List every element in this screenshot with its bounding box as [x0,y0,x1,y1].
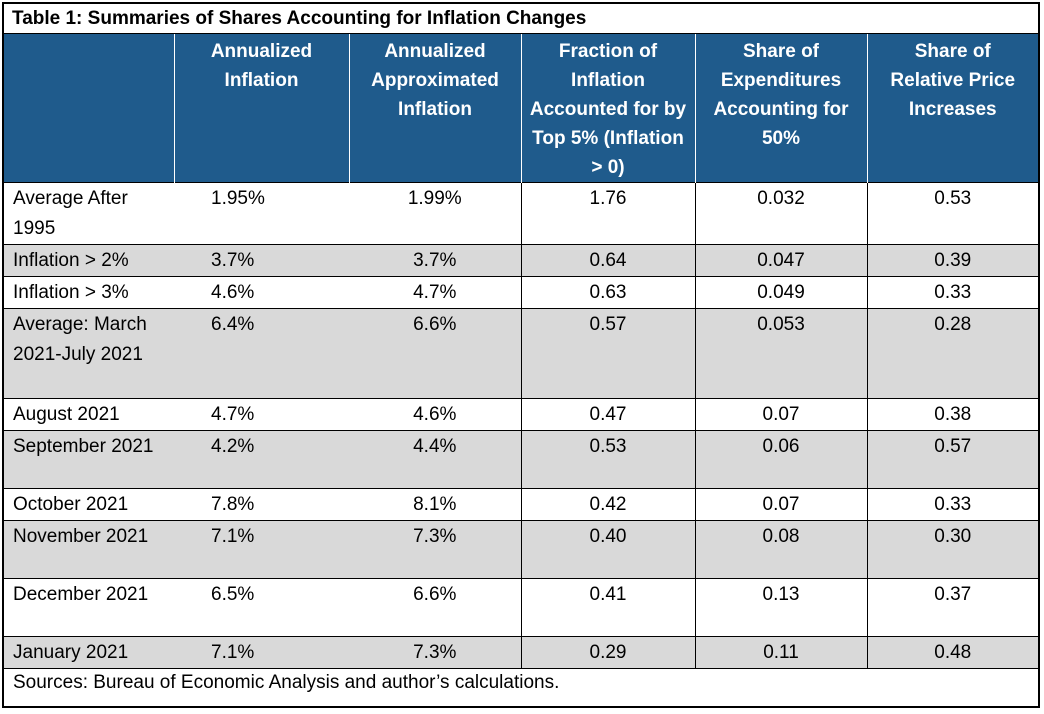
table-cell: 0.30 [866,520,1038,579]
table-cell: 1.95% [174,182,349,245]
table-row: Average After 1995 1.95% 1.99% 1.76 0.032 0.5… [4,182,1038,245]
table-cell: 4.6% [174,276,349,309]
table-cell: 0.38 [866,398,1038,431]
row-label: November 2021 [4,520,174,579]
column-header-relative-price-share: Share of Relative Price Increases [866,34,1038,183]
table-row: August 2021 4.7% 4.6% 0.47 0.07 0.38 [4,398,1038,431]
table-cell: 0.40 [520,520,695,579]
source-note: Sources: Bureau of Economic Analysis and… [4,668,1038,697]
table-cell: 6.4% [174,308,349,399]
table-cell: 0.032 [694,182,867,245]
table-cell: 0.13 [694,578,867,637]
table-row: Inflation > 3% 4.6% 4.7% 0.63 0.049 0.33 [4,276,1038,309]
table-cell: 6.6% [349,578,521,637]
table-cell: 0.28 [866,308,1038,399]
header-row: Annualized Inflation Annualized Approxim… [4,34,1038,183]
table-cell: 7.3% [349,520,521,579]
row-label: December 2021 [4,578,174,637]
table-cell: 7.1% [174,520,349,579]
table-cell: 0.42 [520,488,695,521]
table-body: Average After 1995 1.95% 1.99% 1.76 0.032 0.5… [4,182,1038,668]
table-cell: 0.53 [520,430,695,489]
table-cell: 0.06 [694,430,867,489]
row-label: Inflation > 2% [4,244,174,277]
table-cell: 0.33 [866,276,1038,309]
column-header-expenditure-share: Share of Expenditures Accounting for 50% [694,34,867,183]
table-title: Table 1: Summaries of Shares Accounting … [4,4,1038,34]
table-cell: 0.64 [520,244,695,277]
table-cell: 0.48 [866,636,1038,668]
table-row: October 2021 7.8% 8.1% 0.42 0.07 0.33 [4,488,1038,521]
table-cell: 0.33 [866,488,1038,521]
row-label: October 2021 [4,488,174,521]
table-cell: 4.4% [349,430,521,489]
row-label: January 2021 [4,636,174,668]
table-row: November 2021 7.1% 7.3% 0.40 0.08 0.30 [4,520,1038,579]
table-row: Average: March 2021-July 2021 6.4% 6.6% 0.5… [4,308,1038,399]
table-cell: 1.99% [349,182,521,245]
table-cell: 3.7% [174,244,349,277]
table-cell: 0.57 [866,430,1038,489]
table-cell: 0.57 [520,308,695,399]
table-cell: 4.7% [349,276,521,309]
table-row: January 2021 7.1% 7.3% 0.29 0.11 0.48 [4,636,1038,668]
table-cell: 0.53 [866,182,1038,245]
table-cell: 0.07 [694,488,867,521]
data-table: Annualized Inflation Annualized Approxim… [4,34,1038,668]
table-cell: 0.47 [520,398,695,431]
table-cell: 6.6% [349,308,521,399]
table-cell: 0.39 [866,244,1038,277]
table-cell: 4.6% [349,398,521,431]
table-cell: 0.047 [694,244,867,277]
column-header-approximated-inflation: Annualized Approximated Inflation [348,34,521,183]
table-cell: 7.8% [174,488,349,521]
row-label: Inflation > 3% [4,276,174,309]
table-cell: 4.7% [174,398,349,431]
table-cell: 0.11 [694,636,867,668]
table-cell: 0.049 [694,276,867,309]
table-cell: 0.08 [694,520,867,579]
row-label: Average After 1995 [4,182,174,245]
table-cell: 7.3% [349,636,521,668]
row-label: August 2021 [4,398,174,431]
table-cell: 8.1% [349,488,521,521]
table-cell: 6.5% [174,578,349,637]
table-cell: 0.07 [694,398,867,431]
column-header-row-label [4,34,174,183]
table-cell: 7.1% [174,636,349,668]
table-cell: 0.29 [520,636,695,668]
row-label: September 2021 [4,430,174,489]
table-row: December 2021 6.5% 6.6% 0.41 0.13 0.37 [4,578,1038,637]
column-header-annualized-inflation: Annualized Inflation [173,34,349,183]
table-cell: 0.053 [694,308,867,399]
column-header-top5-fraction: Fraction of Inflation Accounted for by T… [520,34,695,183]
table-cell: 0.41 [520,578,695,637]
table-cell: 3.7% [349,244,521,277]
row-label: Average: March 2021-July 2021 [4,308,174,399]
table-row: Inflation > 2% 3.7% 3.7% 0.64 0.047 0.39 [4,244,1038,277]
table-cell: 0.63 [520,276,695,309]
table-cell: 1.76 [520,182,695,245]
table-cell: 4.2% [174,430,349,489]
table-row: September 2021 4.2% 4.4% 0.53 0.06 0.57 [4,430,1038,489]
table-cell: 0.37 [866,578,1038,637]
